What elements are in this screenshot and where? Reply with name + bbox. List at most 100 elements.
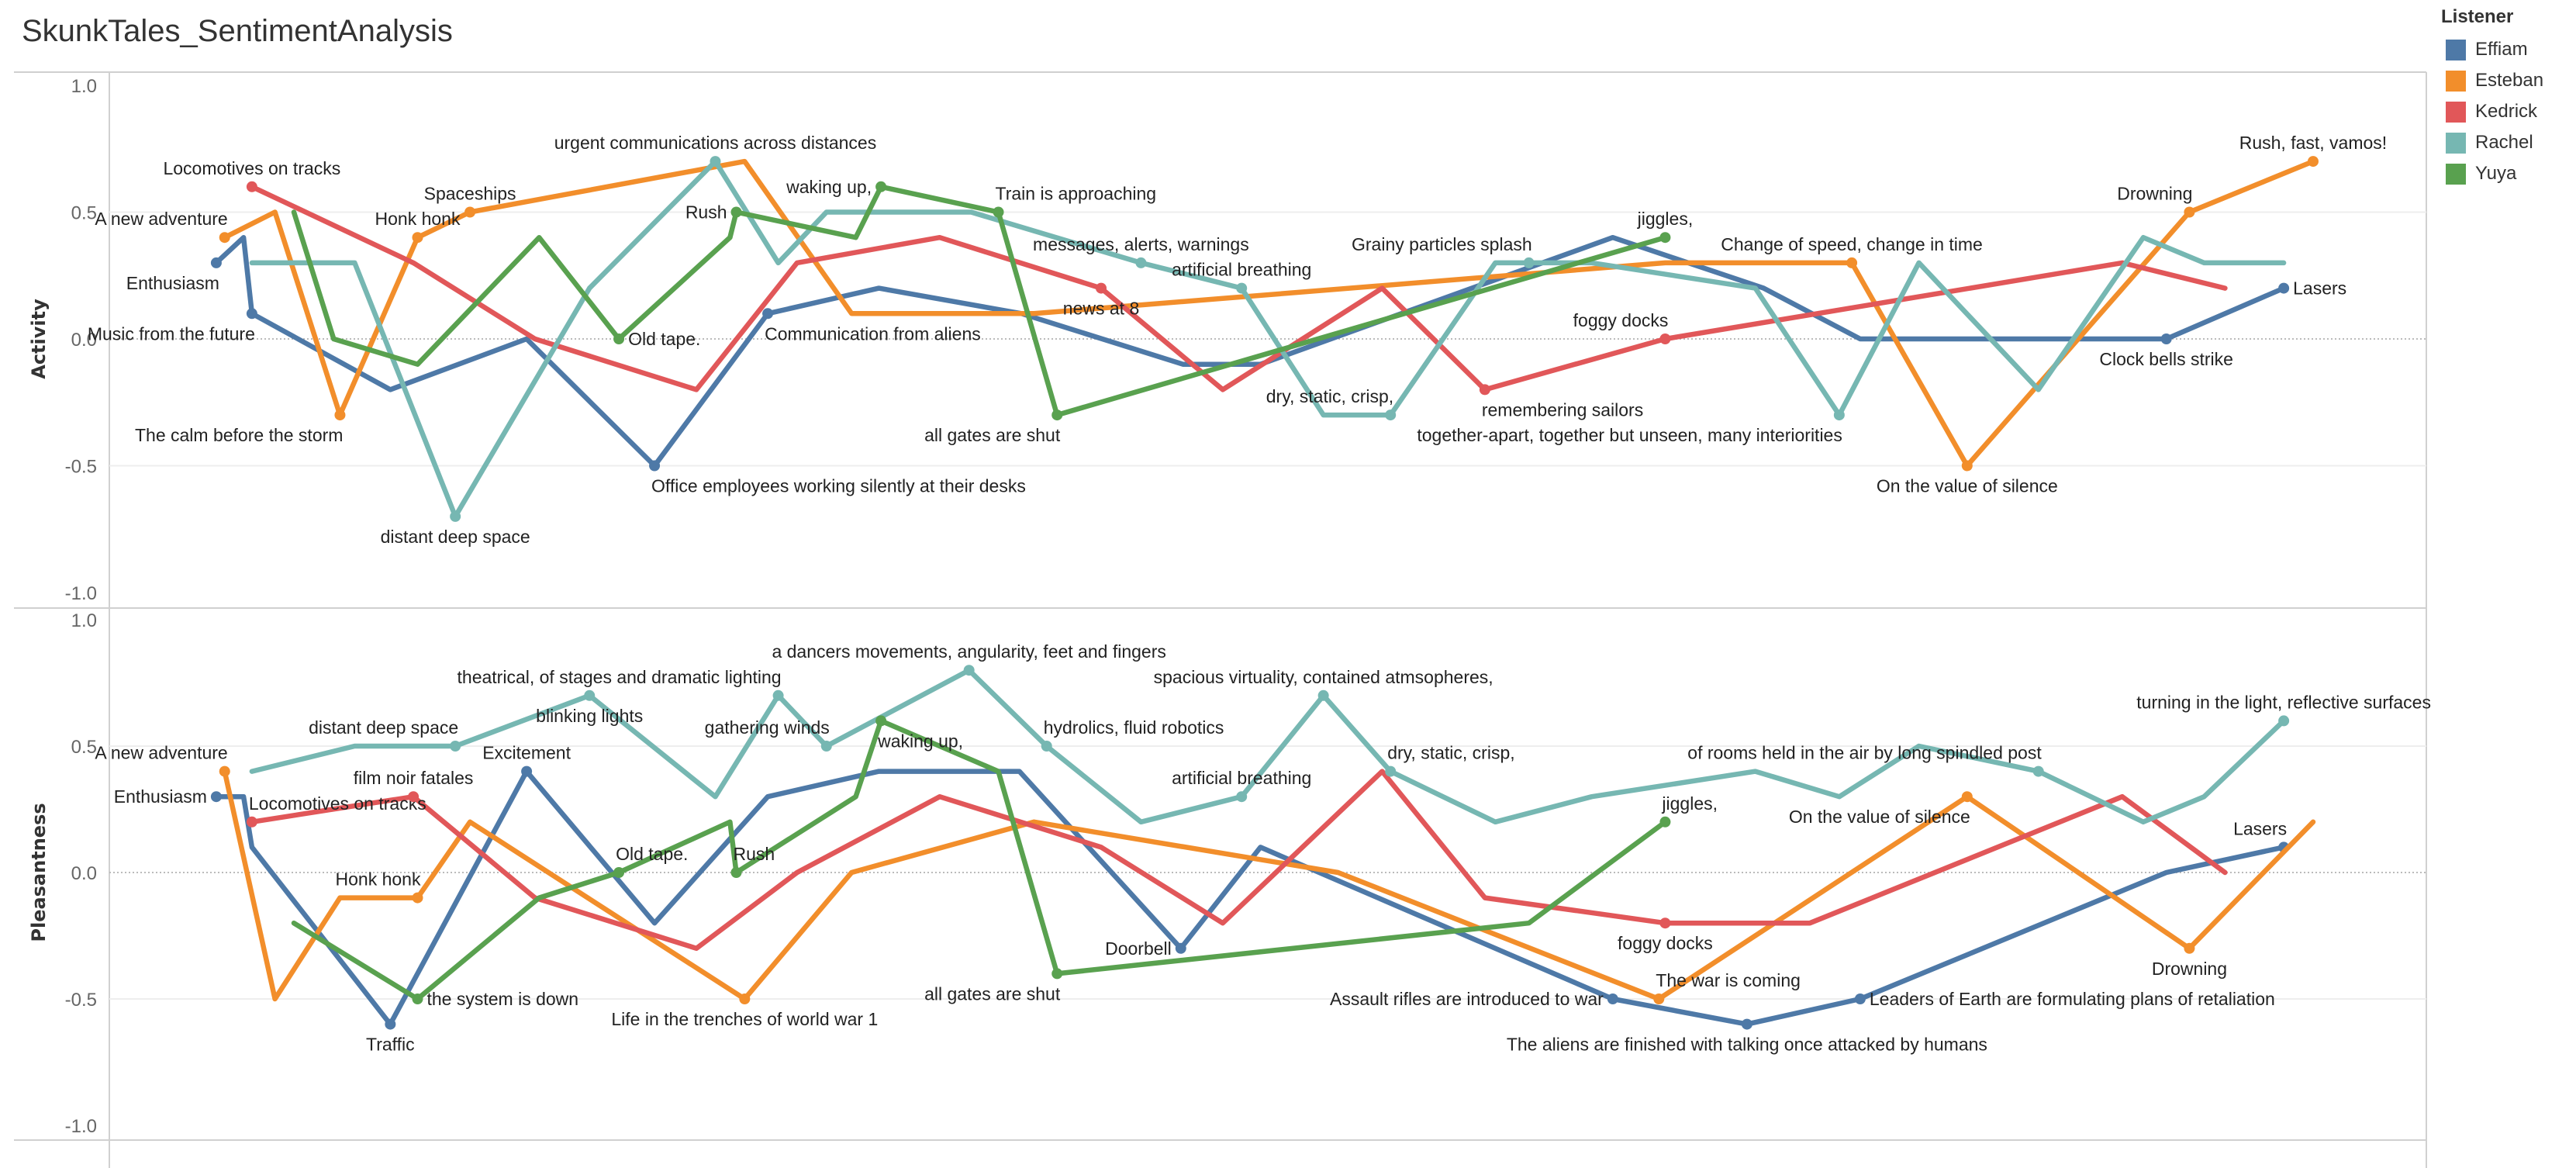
data-point [1846,257,1858,268]
legend-swatch [2446,101,2466,123]
data-point [730,206,742,218]
data-point [412,993,423,1004]
data-label: of rooms held in the air by long spindle… [1687,743,2042,763]
data-label: artificial breathing [1172,260,1311,280]
series-line [249,158,2287,520]
data-label: Lasers [2233,818,2287,838]
data-point [1653,993,1665,1004]
data-label: urgent communications across distances [554,133,876,153]
y-axis-title: Pleasantness [28,803,50,942]
y-tick-label: 1.0 [71,76,97,97]
data-label: Excitement [482,743,571,763]
y-tick-label: 0.5 [71,203,97,224]
data-label: Change of speed, change in time [1721,234,1983,254]
data-point [1051,409,1063,421]
legend-item-kedrick[interactable]: Kedrick [2441,96,2543,127]
data-point [1385,409,1397,421]
data-label: jiggles, [1637,209,1694,229]
data-label: Enthusiasm [114,786,207,807]
data-label: Drowning [2117,184,2192,204]
data-label: Life in the trenches of world war 1 [611,1009,878,1029]
legend-item-rachel[interactable]: Rachel [2441,127,2543,158]
data-label: Office employees working silently at the… [651,476,1026,496]
y-tick-label: -1.0 [65,583,97,604]
series-kedrick: Locomotives on tracks news at 8 rememberin… [163,158,2228,420]
data-point [412,232,423,244]
data-label: The calm before the storm [135,425,343,445]
data-point [450,741,461,752]
data-label: Music from the future [88,323,255,344]
data-label: Rush [734,844,775,864]
data-label: theatrical, of stages and dramatic light… [458,667,782,687]
data-label: together-apart, together but unseen, man… [1417,425,1842,445]
data-point [219,232,230,244]
data-label: a dancers movements, angularity, feet an… [772,641,1165,662]
chart-panel-activity: 1.0 0.5 0.0 -0.5 -1.0 Activity Enthusiasm Music… [28,76,2426,604]
data-label: messages, alerts, warnings [1033,234,1249,254]
data-point [1317,689,1329,701]
series-rachel: distant deep space blinking lights theatri… [249,641,2431,825]
data-label: foggy docks [1573,310,1669,330]
data-label: Rush [685,202,727,223]
data-point [246,308,257,320]
legend-item-esteban[interactable]: Esteban [2441,65,2543,96]
data-label: news at 8 [1063,299,1139,319]
data-point [2278,282,2290,294]
legend-label: Kedrick [2475,101,2538,122]
data-label: hydrolics, fluid robotics [1044,717,1224,738]
data-point [246,816,257,828]
data-label: Assault rifles are introduced to war [1330,989,1604,1009]
data-label: dry, static, crisp, [1387,743,1514,763]
legend-item-effiam[interactable]: Effiam [2441,34,2543,65]
data-point [412,892,423,904]
data-point [408,791,420,803]
data-label: Lasers [2293,278,2346,299]
data-point [450,510,461,522]
data-label: Train is approaching [996,184,1157,204]
data-label: the system is down [426,989,578,1009]
data-label: On the value of silence [1789,807,1970,827]
data-point [875,181,887,192]
data-label: Spaceships [424,184,516,204]
data-point [1135,257,1147,268]
legend-label: Effiam [2475,39,2528,60]
data-label: Drowning [2152,959,2227,979]
legend-label: Rachel [2475,132,2533,153]
series-effiam: Enthusiasm Traffic Excitement Doorbell Assau… [114,743,2290,1055]
series-yuya: Old tape. Rush waking up, Train is approach… [291,177,1694,445]
data-point [2160,333,2172,344]
series-esteban: A new adventure Honk honk Life in the tren… [95,743,2316,1029]
series-line [249,769,2228,952]
data-point [613,333,625,344]
series-line [291,184,1668,418]
legend-swatch [2446,39,2466,60]
data-label: Honk honk [375,209,461,229]
series-esteban: A new adventure The calm before the storm… [95,133,2387,496]
data-label: Locomotives on tracks [249,793,426,814]
legend-swatch [2446,132,2466,154]
data-point [584,689,596,701]
data-label: waking up, [786,177,872,197]
data-label: Old tape. [616,844,688,864]
series-line [222,158,2316,468]
data-point [464,206,476,218]
data-point [1961,460,1973,472]
data-label: Locomotives on tracks [163,158,340,178]
data-point [1523,257,1535,268]
legend-item-yuya[interactable]: Yuya [2441,158,2543,189]
y-tick-label: -0.5 [65,457,97,478]
data-point [1385,765,1397,777]
y-tick-label: 0.0 [71,863,97,884]
data-point [2278,715,2290,727]
y-tick-label: 0.5 [71,737,97,758]
data-point [730,867,742,878]
data-point [875,715,887,727]
chart-title: SkunkTales_SentimentAnalysis [22,14,453,48]
data-point [1236,282,1248,294]
legend-title: Listener [2441,6,2514,27]
data-point [1041,741,1052,752]
data-point [1741,1018,1752,1030]
data-label: The aliens are finished with talking onc… [1507,1035,1987,1055]
data-point [762,308,774,320]
